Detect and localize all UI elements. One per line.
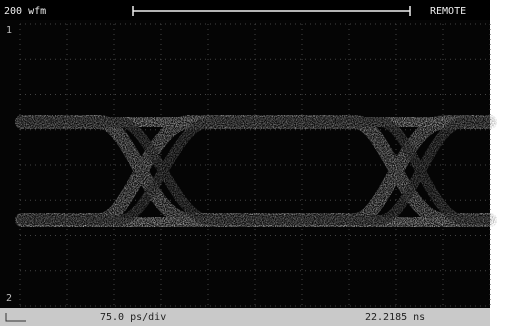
graticule (19, 23, 491, 307)
timebase: 75.0 ps/div (100, 312, 166, 323)
top-bar (0, 0, 490, 20)
ground-icon (5, 313, 26, 322)
waveform-count: 200 wfm (4, 6, 46, 17)
horizontal-position: 22.2185 ns (365, 312, 425, 323)
remote-status: REMOTE (430, 6, 466, 17)
eye-diagram (15, 115, 497, 227)
bottom-bar (0, 308, 490, 326)
channel-marker: 2 (6, 293, 12, 304)
record-indicator (132, 6, 411, 16)
channel-marker: 1 (6, 25, 12, 36)
